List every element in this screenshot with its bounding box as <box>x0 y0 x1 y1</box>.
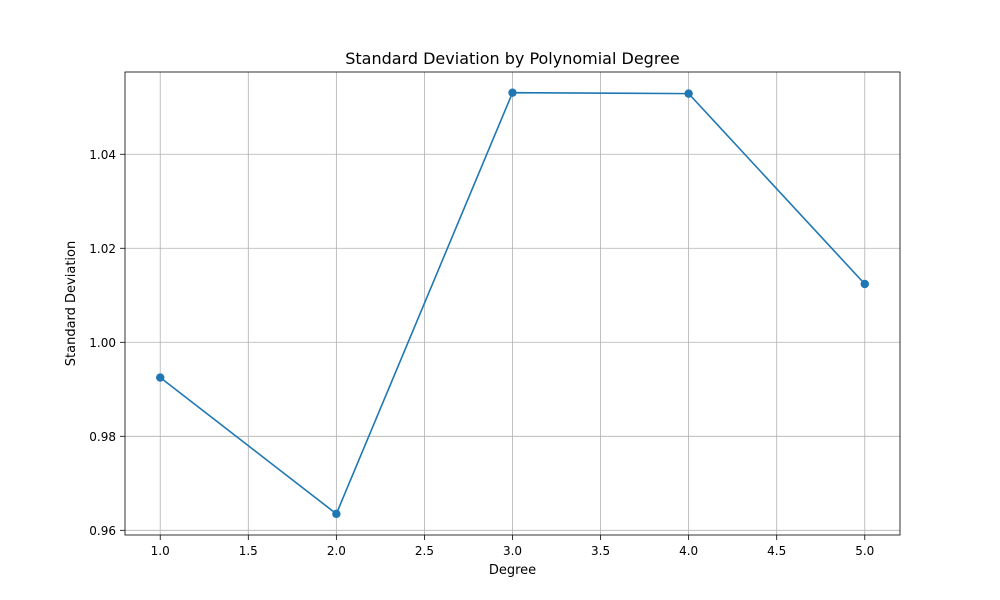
x-tick-label: 1.5 <box>239 544 258 558</box>
y-tick-label: 1.00 <box>89 336 116 350</box>
data-point <box>860 279 869 289</box>
x-tick-label: 3.0 <box>503 544 522 558</box>
data-point <box>332 509 341 519</box>
x-axis-label: Degree <box>489 563 536 578</box>
x-tick-label: 4.0 <box>679 544 698 558</box>
y-tick-label: 0.96 <box>89 524 116 538</box>
y-tick-label: 1.02 <box>89 242 116 256</box>
x-tick-label: 3.5 <box>591 544 610 558</box>
x-tick-label: 4.5 <box>767 544 786 558</box>
x-tick-label: 2.5 <box>415 544 434 558</box>
data-point <box>684 89 693 98</box>
series-layer <box>156 88 869 519</box>
y-tick-label: 0.98 <box>89 430 116 444</box>
y-tick-label: 1.04 <box>89 148 116 162</box>
grid <box>125 72 900 535</box>
chart-title: Standard Deviation by Polynomial Degree <box>345 49 680 68</box>
data-point <box>508 88 517 97</box>
x-tick-label: 2.0 <box>327 544 346 558</box>
x-tick-label: 5.0 <box>855 544 874 558</box>
data-point <box>156 373 165 382</box>
x-tick-label: 1.0 <box>151 544 170 558</box>
y-axis-label: Standard Deviation <box>64 241 79 366</box>
ticks: 1.0 1.5 2.0 2.5 3.0 3.5 4.0 4.5 5.0 0.96 0.98 1.00 1… <box>89 148 874 558</box>
